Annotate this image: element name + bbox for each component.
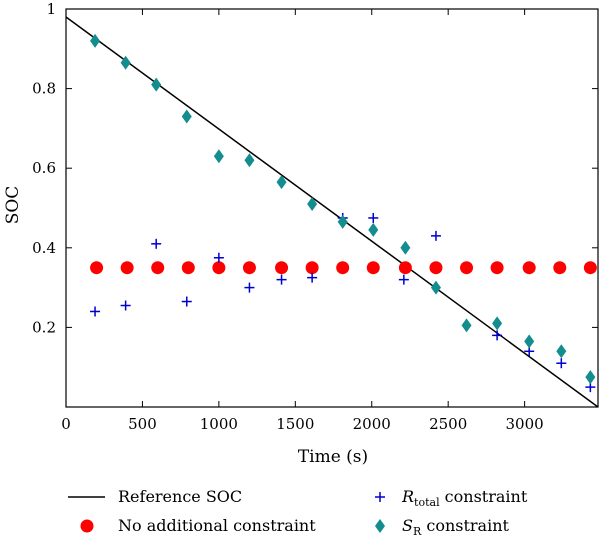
- sr-point: [368, 222, 379, 237]
- rtotal-point: [151, 238, 162, 249]
- sr-point: [307, 197, 318, 212]
- sr-point: [430, 280, 441, 295]
- legend-marker-rtotal: [375, 492, 385, 502]
- sr-point: [492, 316, 503, 331]
- rtotal-point: [244, 282, 255, 293]
- x-tick-label: 1500: [276, 415, 314, 433]
- x-tick-label: 500: [128, 415, 157, 433]
- x-tick-label: 3000: [506, 415, 544, 433]
- no-constraint-point: [336, 261, 350, 275]
- sr-point: [337, 214, 348, 229]
- sr-point: [461, 318, 472, 333]
- no-constraint-point: [553, 261, 567, 275]
- rtotal-point: [307, 272, 318, 283]
- no-constraint-point: [242, 261, 256, 275]
- x-tick-label: 2500: [429, 415, 467, 433]
- sr-point: [151, 77, 162, 92]
- sr-point: [120, 55, 131, 70]
- legend-label-reference: Reference SOC: [118, 487, 242, 506]
- no-constraint-point: [398, 261, 412, 275]
- rtotal-point: [398, 274, 409, 285]
- rtotal-point: [276, 274, 287, 285]
- y-tick-label: 0.8: [32, 80, 56, 98]
- sr-point: [400, 240, 411, 255]
- no-constraint-point: [366, 261, 380, 275]
- y-tick-label: 1: [46, 0, 56, 18]
- rtotal-point: [556, 358, 567, 369]
- rtotal-point: [120, 300, 131, 311]
- sr-point: [213, 149, 224, 164]
- y-tick-label: 0.6: [32, 159, 56, 177]
- sr-point: [181, 109, 192, 124]
- sr-point: [585, 370, 596, 385]
- rtotal-point: [430, 230, 441, 241]
- no-constraint-point: [490, 261, 504, 275]
- no-constraint-point: [429, 261, 443, 275]
- rtotal-point: [181, 296, 192, 307]
- sr-point: [276, 175, 287, 190]
- sr-point: [524, 334, 535, 349]
- legend-label-sr: SR constraint: [402, 516, 510, 538]
- no-constraint-point: [460, 261, 474, 275]
- rtotal-point: [90, 306, 101, 317]
- no-constraint-point: [181, 261, 195, 275]
- rtotal-point: [492, 330, 503, 341]
- no-constraint-point: [212, 261, 226, 275]
- no-constraint-point: [90, 261, 104, 275]
- axes: [65, 8, 599, 408]
- x-axis-title: Time (s): [298, 447, 368, 467]
- y-tick-label: 0.4: [32, 239, 56, 257]
- legend-marker-sr: [375, 519, 385, 533]
- y-tick-label: 0.2: [32, 318, 56, 336]
- x-tick-label: 2000: [353, 415, 391, 433]
- axis-ticks: 0 500 1000 1500 2000 2500 3000 0.2 0.4 0.6 0.8 1: [32, 0, 598, 433]
- reference-soc-line: [65, 16, 599, 408]
- rtotal-point: [213, 252, 224, 263]
- sr-point: [556, 344, 567, 359]
- no-constraint-point: [275, 261, 289, 275]
- no-constraint-point: [522, 261, 536, 275]
- no-constraint-point: [151, 261, 165, 275]
- legend-label-no-constraint: No additional constraint: [118, 516, 316, 535]
- legend-marker-no-constraint: [80, 519, 94, 533]
- x-tick-label: 1000: [200, 415, 238, 433]
- x-tick-label: 0: [61, 415, 71, 433]
- no-constraint-point: [583, 261, 597, 275]
- no-constraint-point: [305, 261, 319, 275]
- no-constraint-point: [120, 261, 134, 275]
- plot-frame: [65, 8, 599, 408]
- rtotal-point: [368, 212, 379, 223]
- plot-area: [65, 16, 599, 408]
- sr-point: [90, 33, 101, 48]
- y-axis-title: SOC: [3, 186, 23, 225]
- sr-point: [244, 153, 255, 168]
- legend: Reference SOC No additional constraint R…: [68, 487, 528, 538]
- legend-label-rtotal: Rtotal constraint: [401, 487, 528, 509]
